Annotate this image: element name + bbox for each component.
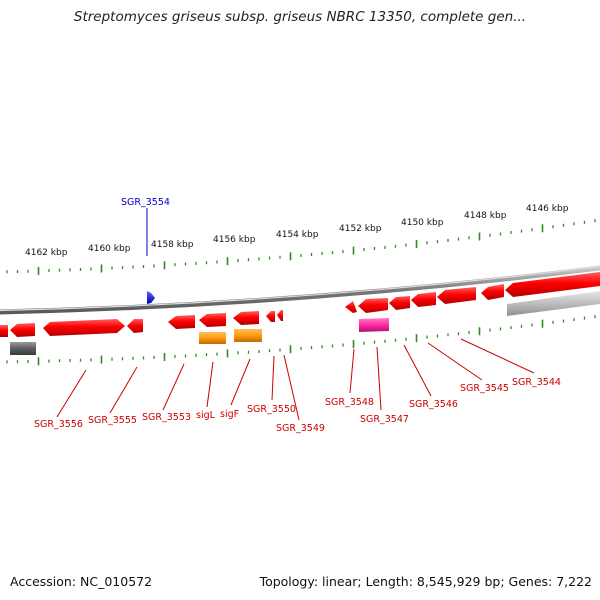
gene-labels[interactable]: SGR_3556 SGR_3555 SGR_3553 sigL sigF SGR… (34, 377, 561, 434)
gene-label: SGR_3550 (247, 404, 296, 415)
gene-arrow (437, 287, 476, 304)
scale-label: 4158 kbp (151, 240, 194, 250)
rna-feature (234, 329, 262, 342)
scale-label: 4160 kbp (88, 244, 131, 254)
gene-label: SGR_3555 (88, 415, 137, 426)
gene-arrow (10, 323, 35, 337)
upper-tick-track (6, 219, 596, 275)
feature-track-other[interactable] (10, 291, 600, 355)
highlight-gene-label[interactable]: SGR_3554 (121, 197, 170, 208)
gene-arrow (411, 292, 436, 307)
lower-tick-track (6, 315, 596, 366)
gene-arrow (127, 319, 143, 333)
gene-arrow (0, 325, 8, 337)
gene-label: sigF (220, 409, 239, 420)
scale-label: 4152 kbp (339, 224, 382, 234)
accession-text: Accession: NC_010572 (10, 574, 153, 589)
gene-arrow (358, 298, 388, 313)
scale-label: 4156 kbp (213, 235, 256, 245)
dark-gray-feature (10, 342, 36, 355)
genome-summary-text: Topology: linear; Length: 8,545,929 bp; … (259, 574, 592, 589)
scale-label: 4148 kbp (464, 211, 507, 221)
scale-label: 4150 kbp (401, 218, 444, 228)
gene-arrow (199, 313, 226, 327)
gene-arrow (389, 296, 410, 310)
gene-arrow (481, 284, 504, 300)
gene-track-forward[interactable] (345, 272, 600, 313)
scale-label: 4162 kbp (25, 248, 68, 258)
gene-label: SGR_3553 (142, 412, 191, 423)
gene-label: SGR_3556 (34, 419, 83, 430)
gene-arrow (345, 301, 357, 313)
gene-label: SGR_3544 (512, 377, 561, 388)
gene-label: SGR_3549 (276, 423, 325, 434)
scale-label: 4154 kbp (276, 230, 319, 240)
gene-arrow (168, 315, 195, 329)
scale-label: 4146 kbp (526, 204, 569, 214)
gray-feature (507, 291, 600, 316)
gene-label: SGR_3548 (325, 397, 374, 408)
highlight-gene-arrow[interactable] (147, 291, 155, 304)
pseudo-feature (359, 318, 389, 332)
gene-label: SGR_3547 (360, 414, 409, 425)
gene-label: sigL (196, 410, 216, 421)
rna-feature (199, 332, 226, 344)
label-leaders (56, 338, 535, 421)
map-title: Streptomyces griseus subsp. griseus NBRC… (73, 9, 527, 25)
gene-label: SGR_3545 (460, 383, 509, 394)
scale-labels: 4162 kbp 4160 kbp 4158 kbp 4156 kbp 4154… (25, 204, 569, 258)
gene-arrow (505, 272, 600, 297)
gene-arrow (233, 311, 259, 325)
chromosome-backbone (0, 265, 600, 315)
gene-arrow (43, 319, 125, 336)
gene-arrow (266, 311, 275, 322)
gene-label: SGR_3546 (409, 399, 458, 410)
gene-arrow (277, 310, 283, 321)
gene-track-reverse[interactable] (0, 310, 283, 337)
